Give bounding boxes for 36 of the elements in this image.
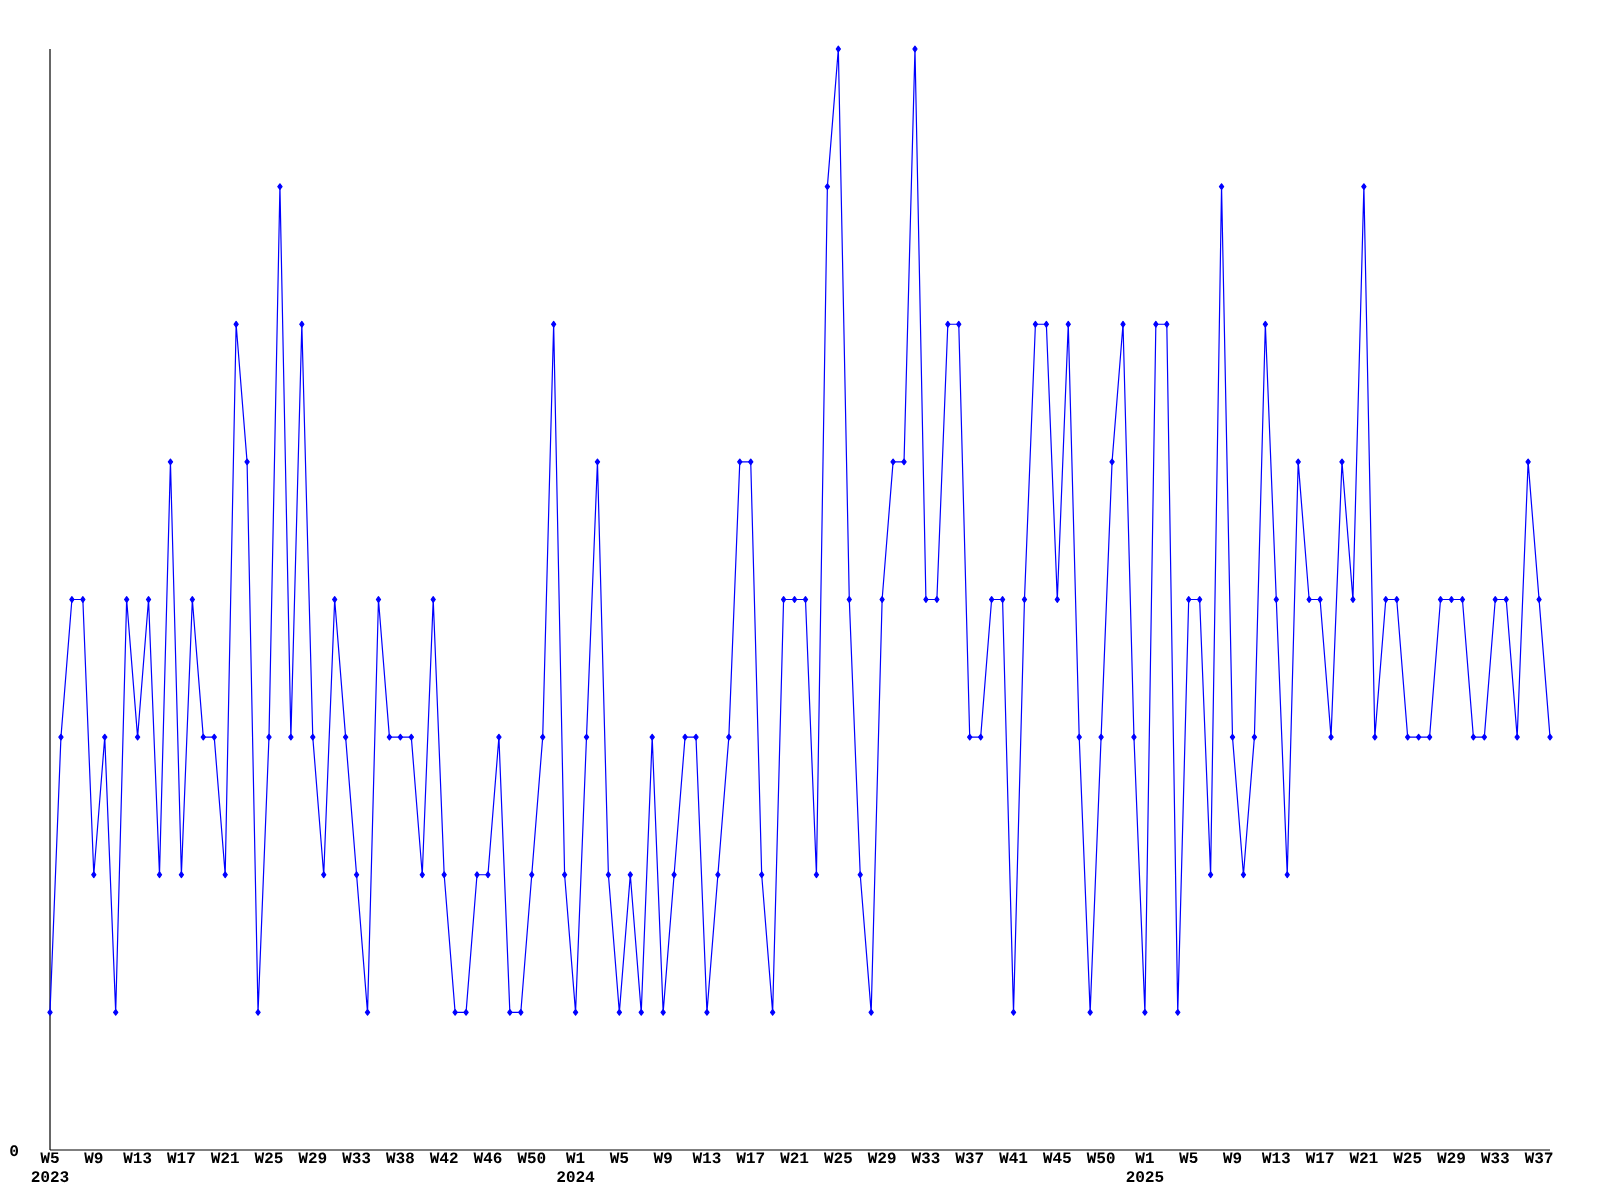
x-tick-label: W29	[867, 1152, 896, 1164]
x-tick-label: W46	[473, 1152, 502, 1164]
x-tick-label: W21	[1349, 1152, 1378, 1164]
text: 0	[10, 1145, 19, 1157]
x-tick-label: W13	[1261, 1152, 1290, 1164]
x-tick-label: W1 2025	[1126, 1152, 1164, 1183]
x-tick-label: W21	[780, 1152, 809, 1164]
x-tick-label: W33	[1480, 1152, 1509, 1164]
x-tick-label: W13	[692, 1152, 721, 1164]
x-tick-label: W29	[298, 1152, 327, 1164]
x-tick-label: W9	[1222, 1152, 1242, 1164]
x-tick-label: W37	[955, 1152, 984, 1164]
x-tick-label: W38	[385, 1152, 414, 1164]
x-tick-label: W25	[254, 1152, 283, 1164]
x-tick-label: W5	[609, 1152, 629, 1164]
x-tick-label: W50	[517, 1152, 546, 1164]
x-tick-label: W45	[1042, 1152, 1071, 1164]
x-tick-label: W17	[166, 1152, 195, 1163]
x-tick-label: W9	[653, 1152, 672, 1164]
x-tick-label: W17	[736, 1152, 765, 1163]
x-tick-label: W33	[911, 1152, 940, 1164]
x-tick-label: W21	[210, 1152, 239, 1164]
x-tick-label: W5	[1179, 1152, 1198, 1164]
x-tick-label: W5 2023	[31, 1152, 69, 1183]
x-tick-label: W29	[1437, 1152, 1465, 1164]
x-tick-label: W25	[823, 1152, 852, 1164]
x-tick-label: W13	[123, 1152, 152, 1164]
x-tick-label: W9	[84, 1152, 103, 1164]
x-tick-label: W50	[1086, 1152, 1115, 1164]
x-tick-label: W25	[1393, 1152, 1422, 1164]
x-tick-label: W17	[1305, 1152, 1334, 1163]
x-tick-label: W37	[1524, 1152, 1553, 1164]
x-tick-label: W42	[429, 1152, 458, 1164]
x-tick-label: W33	[342, 1152, 371, 1164]
x-tick-label: W1 2024	[557, 1152, 595, 1183]
x-tick-label: W41	[999, 1152, 1028, 1163]
